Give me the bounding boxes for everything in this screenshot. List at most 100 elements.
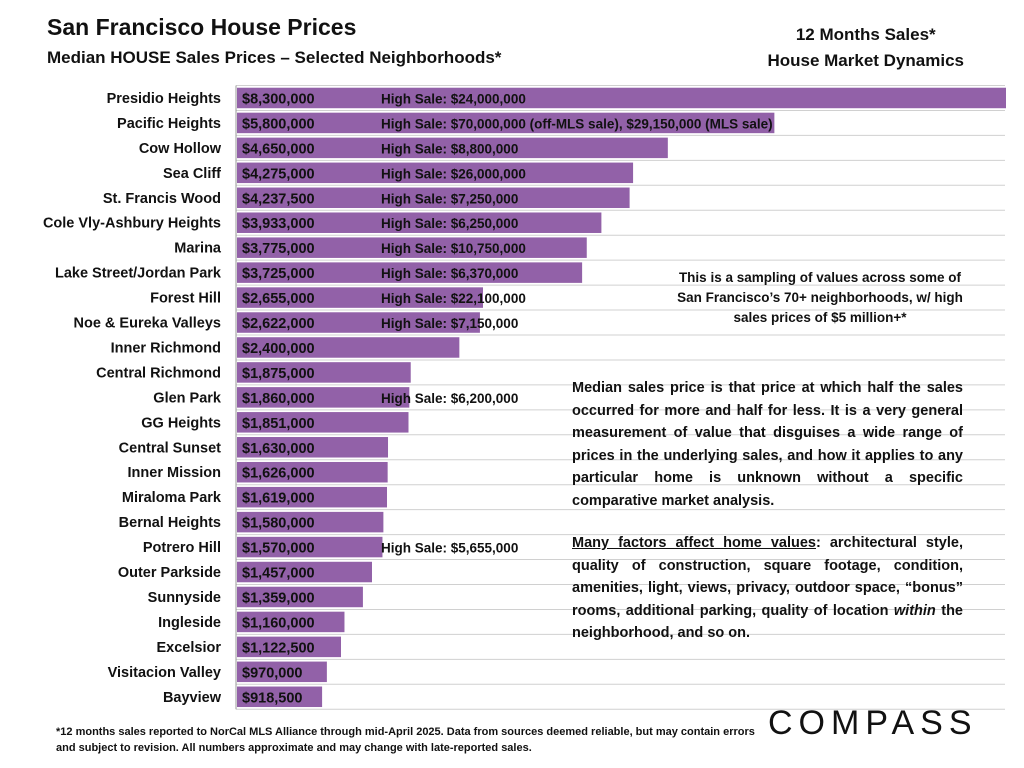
category-label: Marina	[174, 241, 222, 257]
value-label: $1,619,000	[242, 491, 315, 507]
category-label: Glen Park	[153, 390, 222, 406]
sampling-note: This is a sampling of values across some…	[677, 270, 963, 325]
bar	[237, 586, 363, 608]
category-label: Presidio Heights	[107, 91, 221, 107]
chart-title: San Francisco House Prices	[47, 14, 357, 40]
bar	[237, 387, 410, 408]
high-sale-label: High Sale: $6,250,000	[381, 216, 518, 231]
category-label: Bayview	[163, 690, 222, 706]
value-label: $970,000	[242, 665, 302, 681]
value-label: $3,775,000	[242, 241, 315, 257]
bar	[237, 511, 384, 533]
category-label: Excelsior	[157, 640, 222, 656]
category-label: Forest Hill	[150, 291, 221, 307]
value-label: $1,122,500	[242, 640, 315, 656]
category-label: Sea Cliff	[163, 166, 221, 182]
value-label: $5,800,000	[242, 116, 315, 132]
bar	[237, 262, 583, 283]
high-sale-label: High Sale: $26,000,000	[381, 166, 526, 181]
value-label: $1,630,000	[242, 441, 315, 457]
median-explanation: Median sales price is that price at whic…	[572, 380, 963, 509]
category-label: Inner Richmond	[111, 340, 221, 356]
bar	[237, 486, 388, 508]
right-title-line2: House Market Dynamics	[767, 51, 964, 70]
value-label: $3,725,000	[242, 266, 315, 282]
value-label: $2,400,000	[242, 341, 315, 357]
value-label: $918,500	[242, 690, 302, 706]
high-sale-label: High Sale: $6,370,000	[381, 266, 518, 281]
compass-logo: COMPASS	[768, 704, 978, 742]
category-label: Sunnyside	[148, 590, 221, 606]
category-label: Inner Mission	[128, 465, 221, 481]
value-label: $4,237,500	[242, 191, 315, 207]
bar	[237, 312, 480, 333]
value-label: $1,875,000	[242, 366, 315, 382]
high-sale-label: High Sale: $22,100,000	[381, 291, 526, 306]
high-sale-label: High Sale: $5,655,000	[381, 541, 518, 556]
value-label: $1,860,000	[242, 391, 315, 407]
bar	[237, 87, 1006, 109]
factors-paragraph: Many factors affect home values: archite…	[572, 532, 963, 645]
bar	[237, 536, 383, 558]
factors-italic: within	[893, 602, 936, 619]
right-title-line1: 12 Months Sales*	[795, 25, 936, 44]
factors-lead: Many factors affect home values	[572, 535, 816, 551]
value-label: $3,933,000	[242, 216, 315, 232]
bar	[237, 661, 327, 683]
value-label: $4,275,000	[242, 166, 315, 182]
category-label: Cole Vly-Ashbury Heights	[43, 216, 221, 232]
footnote: *12 months sales reported to NorCal MLS …	[56, 726, 755, 754]
category-label: Outer Parkside	[118, 565, 221, 581]
bar	[237, 561, 372, 583]
category-label: Visitacion Valley	[108, 665, 221, 681]
category-label: St. Francis Wood	[103, 191, 221, 207]
value-label: $2,622,000	[242, 316, 315, 332]
high-sale-label: High Sale: $8,800,000	[381, 141, 518, 156]
bar	[237, 162, 634, 184]
category-label: Central Sunset	[119, 440, 221, 456]
value-label: $1,160,000	[242, 615, 315, 631]
chart-subtitle: Median HOUSE Sales Prices – Selected Nei…	[47, 48, 502, 67]
bar	[237, 187, 630, 209]
category-label: Central Richmond	[96, 365, 221, 381]
value-label: $1,457,000	[242, 566, 315, 582]
category-label: Ingleside	[158, 615, 221, 631]
value-label: $8,300,000	[242, 91, 315, 107]
value-label: $1,626,000	[242, 466, 315, 482]
bar	[237, 137, 668, 159]
high-sale-label: High Sale: $7,250,000	[381, 191, 518, 206]
value-label: $1,359,000	[242, 590, 315, 606]
high-sale-label: High Sale: $24,000,000	[381, 91, 526, 106]
category-label: Miraloma Park	[122, 490, 222, 506]
high-sale-label: High Sale: $6,200,000	[381, 391, 518, 406]
value-label: $1,851,000	[242, 416, 315, 432]
high-sale-label: High Sale: $7,150,000	[381, 316, 518, 331]
category-label: Pacific Heights	[117, 116, 221, 132]
bar	[237, 112, 775, 134]
bar	[237, 611, 345, 633]
header-right: 12 Months Sales* House Market Dynamics	[767, 22, 964, 74]
bar	[237, 636, 342, 658]
value-label: $2,655,000	[242, 291, 315, 307]
high-sale-label: High Sale: $10,750,000	[381, 241, 526, 256]
bar	[237, 212, 602, 233]
category-label: GG Heights	[141, 415, 221, 431]
bar	[237, 686, 323, 708]
category-label: Noe & Eureka Valleys	[74, 316, 222, 332]
category-label: Bernal Heights	[119, 515, 221, 531]
category-label: Lake Street/Jordan Park	[55, 266, 222, 282]
bar	[237, 237, 587, 258]
bar	[237, 287, 483, 308]
bar	[237, 337, 460, 358]
bar	[237, 437, 389, 458]
high-sale-label: High Sale: $70,000,000 (off-MLS sale), $…	[381, 116, 773, 131]
factors-mid: : architectural style, quality of constr…	[572, 535, 963, 619]
bar	[237, 362, 411, 383]
category-label: Cow Hollow	[139, 141, 222, 157]
bar	[237, 412, 409, 433]
value-label: $4,650,000	[242, 141, 315, 157]
category-label: Potrero Hill	[143, 540, 221, 556]
bar	[237, 461, 388, 483]
factors-tail: the neighborhood, and so on.	[572, 602, 963, 642]
